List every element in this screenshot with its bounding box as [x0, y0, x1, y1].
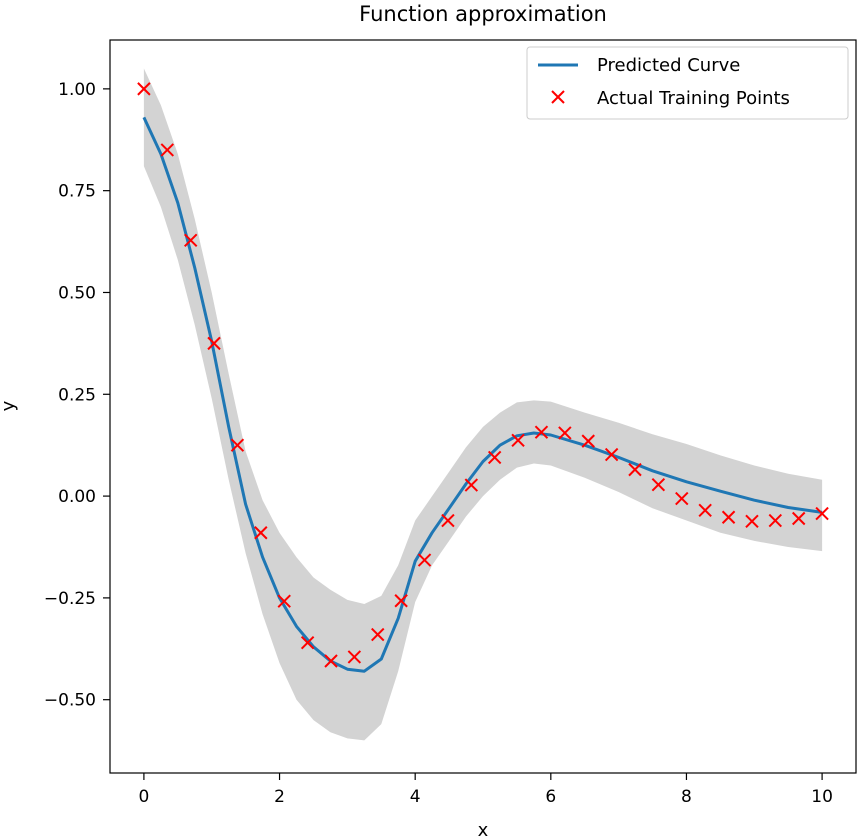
training-point-marker	[791, 511, 806, 526]
training-point-marker	[160, 143, 175, 157]
x-axis-label: x	[478, 820, 489, 839]
axis-ticks: 0 2 4 6 8 10 1.00 0.75 0.50 0.25 0.00 −0.25 −0.50	[44, 80, 833, 807]
x-tick-label: 10	[811, 787, 833, 807]
training-point-marker	[230, 438, 245, 452]
y-tick-label: 1.00	[58, 80, 96, 100]
y-tick-label: −0.25	[44, 589, 96, 609]
legend-box	[526, 46, 849, 120]
training-point-marker	[371, 627, 385, 642]
training-point-marker	[347, 650, 362, 664]
x-tick-label: 4	[410, 787, 421, 807]
training-point-marker	[628, 462, 642, 477]
training-point-marker	[745, 514, 759, 529]
training-point-marker	[183, 233, 198, 248]
training-point-marker	[534, 425, 549, 439]
training-point-marker	[441, 513, 455, 528]
training-point-marker	[511, 433, 525, 448]
training-point-marker	[417, 553, 432, 567]
training-point-marker	[464, 478, 479, 492]
legend-marker-swatch	[551, 90, 565, 104]
training-point-marker	[558, 426, 572, 440]
y-tick-label: 0.25	[58, 385, 96, 405]
y-tick-label: −0.50	[44, 691, 96, 711]
plot-area	[137, 68, 829, 741]
training-point-marker	[487, 450, 502, 465]
training-point-marker	[651, 477, 666, 492]
y-tick-label: 0.50	[58, 283, 96, 303]
training-point-marker	[721, 510, 736, 524]
training-point-marker	[581, 434, 595, 448]
training-point-marker	[137, 82, 151, 96]
chart-title: Function approximation	[359, 2, 607, 26]
x-tick-label: 2	[274, 787, 285, 807]
training-point-marker	[698, 503, 712, 518]
y-tick-label: 0.00	[58, 487, 96, 507]
legend-label-predicted: Predicted Curve	[597, 55, 740, 76]
training-point-marker	[277, 594, 291, 608]
axes-frame	[109, 39, 857, 774]
x-tick-label: 6	[545, 787, 556, 807]
training-point-marker	[604, 447, 619, 462]
training-point-marker	[207, 336, 221, 351]
x-tick-label: 0	[138, 787, 149, 807]
predicted-curve-line	[142, 116, 823, 673]
training-point-marker	[394, 594, 408, 608]
legend: Predicted Curve Actual Training Points	[526, 46, 849, 120]
x-tick-label: 8	[681, 787, 692, 807]
training-point-marker	[815, 506, 829, 521]
uncertainty-band	[143, 68, 823, 741]
y-tick-label: 0.75	[58, 182, 96, 202]
training-point-marker	[324, 654, 338, 668]
training-point-marker	[300, 635, 315, 650]
training-point-marker	[768, 513, 783, 528]
legend-label-actual: Actual Training Points	[597, 88, 790, 109]
y-axis-label: y	[0, 400, 19, 411]
training-point-marker	[675, 491, 689, 506]
training-point-marker	[254, 526, 268, 540]
